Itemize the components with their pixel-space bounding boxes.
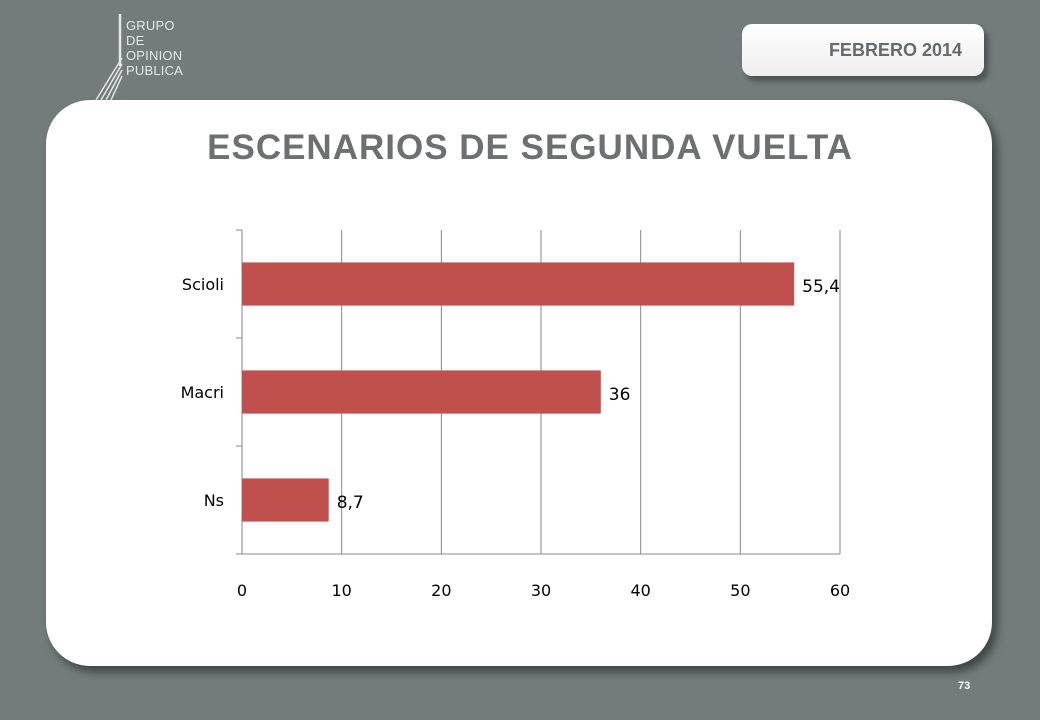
- x-tick-label: 50: [730, 581, 750, 600]
- category-label: Scioli: [182, 275, 224, 294]
- x-tick-label: 20: [431, 581, 451, 600]
- bar-ns: [242, 478, 329, 522]
- logo-line: DE: [126, 33, 145, 48]
- bar-macri: [242, 370, 601, 414]
- x-tick-label: 10: [331, 581, 351, 600]
- date-label: FEBRERO 2014: [828, 39, 962, 60]
- logo-line: PUBLICA: [126, 63, 184, 78]
- x-tick-label: 30: [531, 581, 551, 600]
- logo-line: GRUPO: [126, 18, 175, 33]
- logo-mark-icon: [95, 14, 123, 101]
- data-label: 8,7: [337, 493, 364, 513]
- category-label: Macri: [181, 383, 224, 402]
- logo-text: GRUPO DE OPINION PUBLICA: [126, 18, 183, 78]
- category-label: Ns: [204, 491, 224, 510]
- x-tick-label: 40: [630, 581, 650, 600]
- date-tab: FEBRERO 2014: [742, 24, 984, 76]
- x-tick-label: 0: [237, 581, 247, 600]
- bar-scioli: [242, 262, 795, 306]
- logo-line: OPINION: [126, 48, 183, 63]
- chart-title: ESCENARIOS DE SEGUNDA VUELTA: [207, 128, 853, 167]
- grupo-opinion-publica-logo: GRUPO DE OPINION PUBLICA: [86, 14, 216, 114]
- x-tick-label: 60: [830, 581, 850, 600]
- data-label: 36: [609, 385, 631, 405]
- data-label: 55,4: [802, 277, 840, 297]
- page-number: 73: [958, 680, 971, 692]
